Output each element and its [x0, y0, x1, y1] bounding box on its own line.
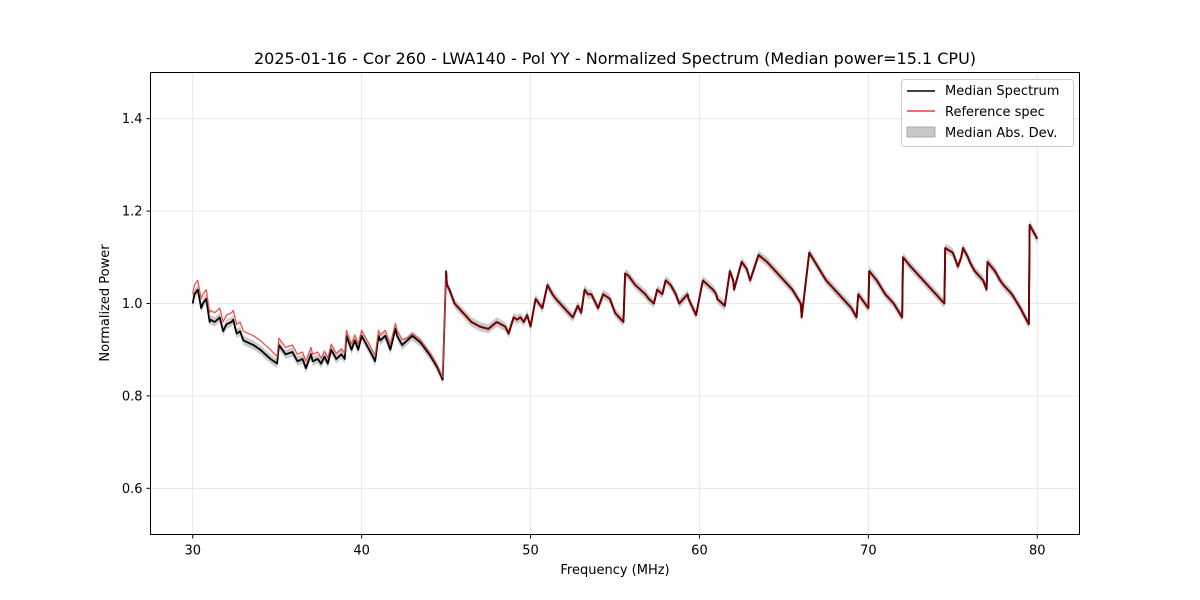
x-tick-label: 30 — [184, 544, 201, 559]
y-axis: 0.6 0.8 1.0 1.2 1.4 — [122, 112, 151, 497]
y-axis-label: Normalized Power — [98, 244, 113, 362]
y-tick-label: 1.0 — [122, 297, 143, 312]
legend-swatch-mad — [906, 126, 936, 138]
y-tick-label: 0.6 — [122, 482, 143, 497]
y-tick-label: 0.8 — [122, 389, 143, 404]
y-tick-label: 1.4 — [122, 112, 143, 127]
chart-title: 2025-01-16 - Cor 260 - LWA140 - Pol YY -… — [254, 49, 976, 68]
legend-box — [901, 79, 1074, 147]
plot-area — [191, 220, 1039, 385]
x-axis-label: Frequency (MHz) — [560, 563, 669, 578]
legend: Median Spectrum Reference spec Median Ab… — [901, 79, 1074, 147]
x-tick-label: 60 — [691, 544, 708, 559]
x-tick-label: 50 — [522, 544, 539, 559]
x-tick-label: 40 — [353, 544, 370, 559]
y-tick-label: 1.2 — [122, 205, 143, 220]
legend-label-median: Median Spectrum — [945, 84, 1059, 99]
legend-label-reference: Reference spec — [945, 105, 1045, 120]
x-axis: 30 40 50 60 70 80 — [184, 534, 1046, 559]
x-tick-label: 70 — [860, 544, 877, 559]
overlap-line — [445, 224, 1039, 335]
x-tick-label: 80 — [1029, 544, 1046, 559]
legend-label-mad: Median Abs. Dev. — [945, 126, 1057, 141]
